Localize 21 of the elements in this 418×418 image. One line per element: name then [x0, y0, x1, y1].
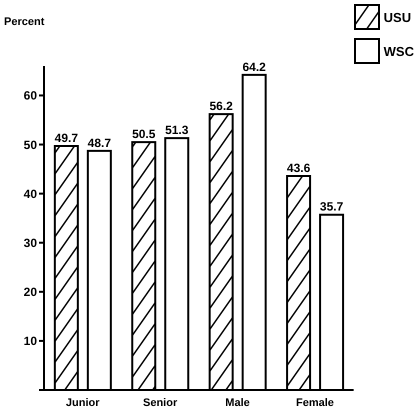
data-label: 56.2: [209, 99, 234, 114]
x-tick-label: Senior: [143, 396, 178, 409]
y-tick-label: 40: [24, 186, 38, 201]
y-tick-label: 10: [24, 334, 38, 348]
legend-label: WSC: [384, 44, 414, 58]
x-tick-label: Male: [225, 396, 250, 409]
x-tick-label: Female: [296, 396, 334, 409]
y-tick-label: 20: [24, 285, 38, 300]
data-label: 51.3: [165, 123, 189, 138]
data-label: 50.5: [132, 127, 156, 142]
data-label: 35.7: [320, 200, 344, 214]
y-tick-label: 60: [24, 88, 38, 103]
y-tick-label: 50: [24, 138, 38, 152]
legend-label: USU: [384, 10, 412, 24]
y-axis-title: Percent: [4, 16, 44, 28]
data-label: 48.7: [88, 136, 112, 150]
data-label: 64.2: [242, 60, 266, 74]
data-label: 43.6: [286, 160, 311, 175]
y-tick-label: 30: [24, 236, 38, 250]
x-tick-label: Junior: [66, 396, 100, 409]
data-label: 49.7: [54, 131, 78, 146]
